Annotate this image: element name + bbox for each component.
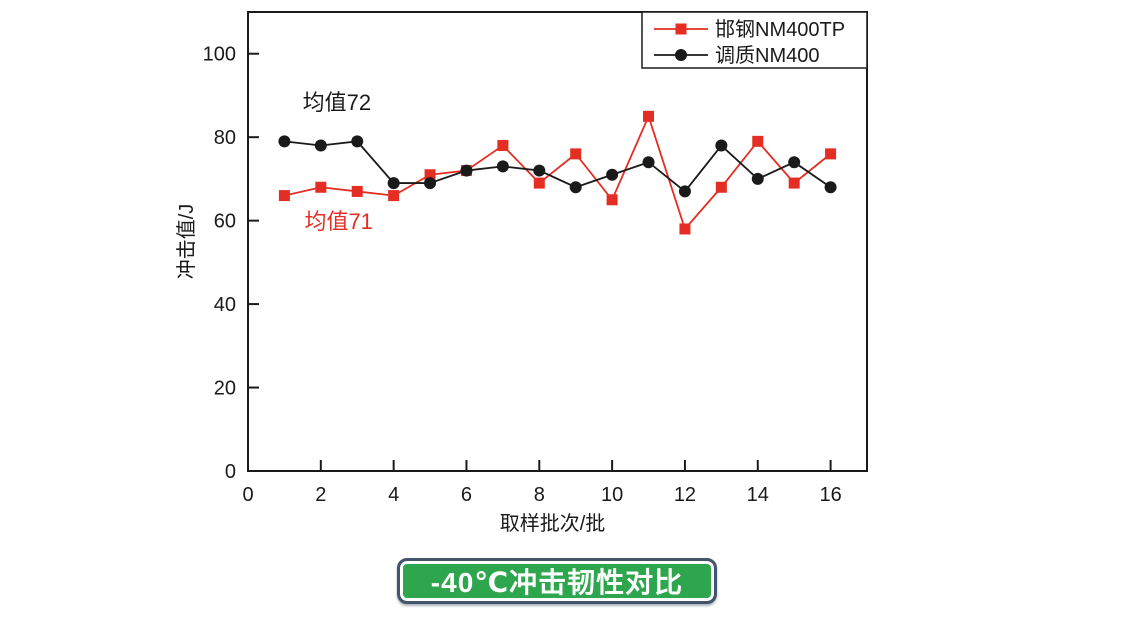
x-tick-label: 4 <box>388 484 399 506</box>
y-tick-label: 60 <box>214 211 236 233</box>
data-point-square <box>715 181 727 193</box>
data-point-square <box>788 177 800 189</box>
data-point-circle <box>642 156 655 169</box>
data-point-circle <box>387 177 400 190</box>
y-tick-label: 20 <box>214 378 236 400</box>
data-point-square <box>388 190 400 202</box>
data-point-circle <box>496 160 509 173</box>
data-point-square <box>643 110 655 122</box>
data-point-circle <box>788 156 801 169</box>
series-line <box>284 140 832 193</box>
data-point-circle <box>606 168 619 181</box>
legend-marker-circle <box>675 49 687 61</box>
data-point-square <box>315 181 327 193</box>
x-tick-label: 14 <box>747 484 769 506</box>
data-point-circle <box>678 185 691 198</box>
data-point-square <box>533 177 545 189</box>
legend-entry-label: 邯钢NM400TP <box>715 18 845 41</box>
x-tick-label: 8 <box>534 484 545 506</box>
title-banner: -40℃冲击韧性对比 <box>397 558 717 604</box>
series-line <box>284 113 832 231</box>
x-tick-label: 6 <box>461 484 472 506</box>
data-point-circle <box>424 177 437 190</box>
data-point-circle <box>569 181 582 194</box>
data-point-square <box>570 148 582 160</box>
x-axis-title: 取样批次/批 <box>500 512 606 535</box>
legend-entry-label: 调质NM400 <box>715 44 819 67</box>
mean-annotation: 均值72 <box>303 90 371 115</box>
y-tick-label: 40 <box>214 294 236 316</box>
data-point-square <box>752 135 764 147</box>
data-point-square <box>278 190 290 202</box>
x-tick-label: 2 <box>315 484 326 506</box>
y-tick-label: 100 <box>203 44 236 66</box>
x-tick-label: 16 <box>819 484 841 506</box>
data-point-circle <box>351 135 364 148</box>
data-point-circle <box>824 181 837 194</box>
data-point-square <box>424 169 436 181</box>
data-point-circle <box>715 139 728 152</box>
data-point-circle <box>460 164 473 177</box>
title-banner-label: -40℃冲击韧性对比 <box>430 567 684 598</box>
legend-marker-square <box>675 23 687 35</box>
x-tick-label: 0 <box>242 484 253 506</box>
data-point-square <box>606 194 618 206</box>
data-point-circle <box>533 164 546 177</box>
data-point-circle <box>278 135 291 148</box>
x-tick-label: 10 <box>601 484 623 506</box>
y-tick-label: 80 <box>214 127 236 149</box>
data-point-square <box>825 148 837 160</box>
data-point-circle <box>314 139 327 152</box>
data-point-square <box>351 185 363 197</box>
plot-border <box>247 11 868 472</box>
data-point-square <box>497 140 509 152</box>
y-axis-title: 冲击值/J <box>175 204 198 280</box>
mean-annotation: 均值71 <box>304 209 372 234</box>
x-tick-label: 12 <box>674 484 696 506</box>
data-point-circle <box>751 172 764 185</box>
y-tick-label: 0 <box>225 461 236 483</box>
data-point-square <box>679 223 691 235</box>
